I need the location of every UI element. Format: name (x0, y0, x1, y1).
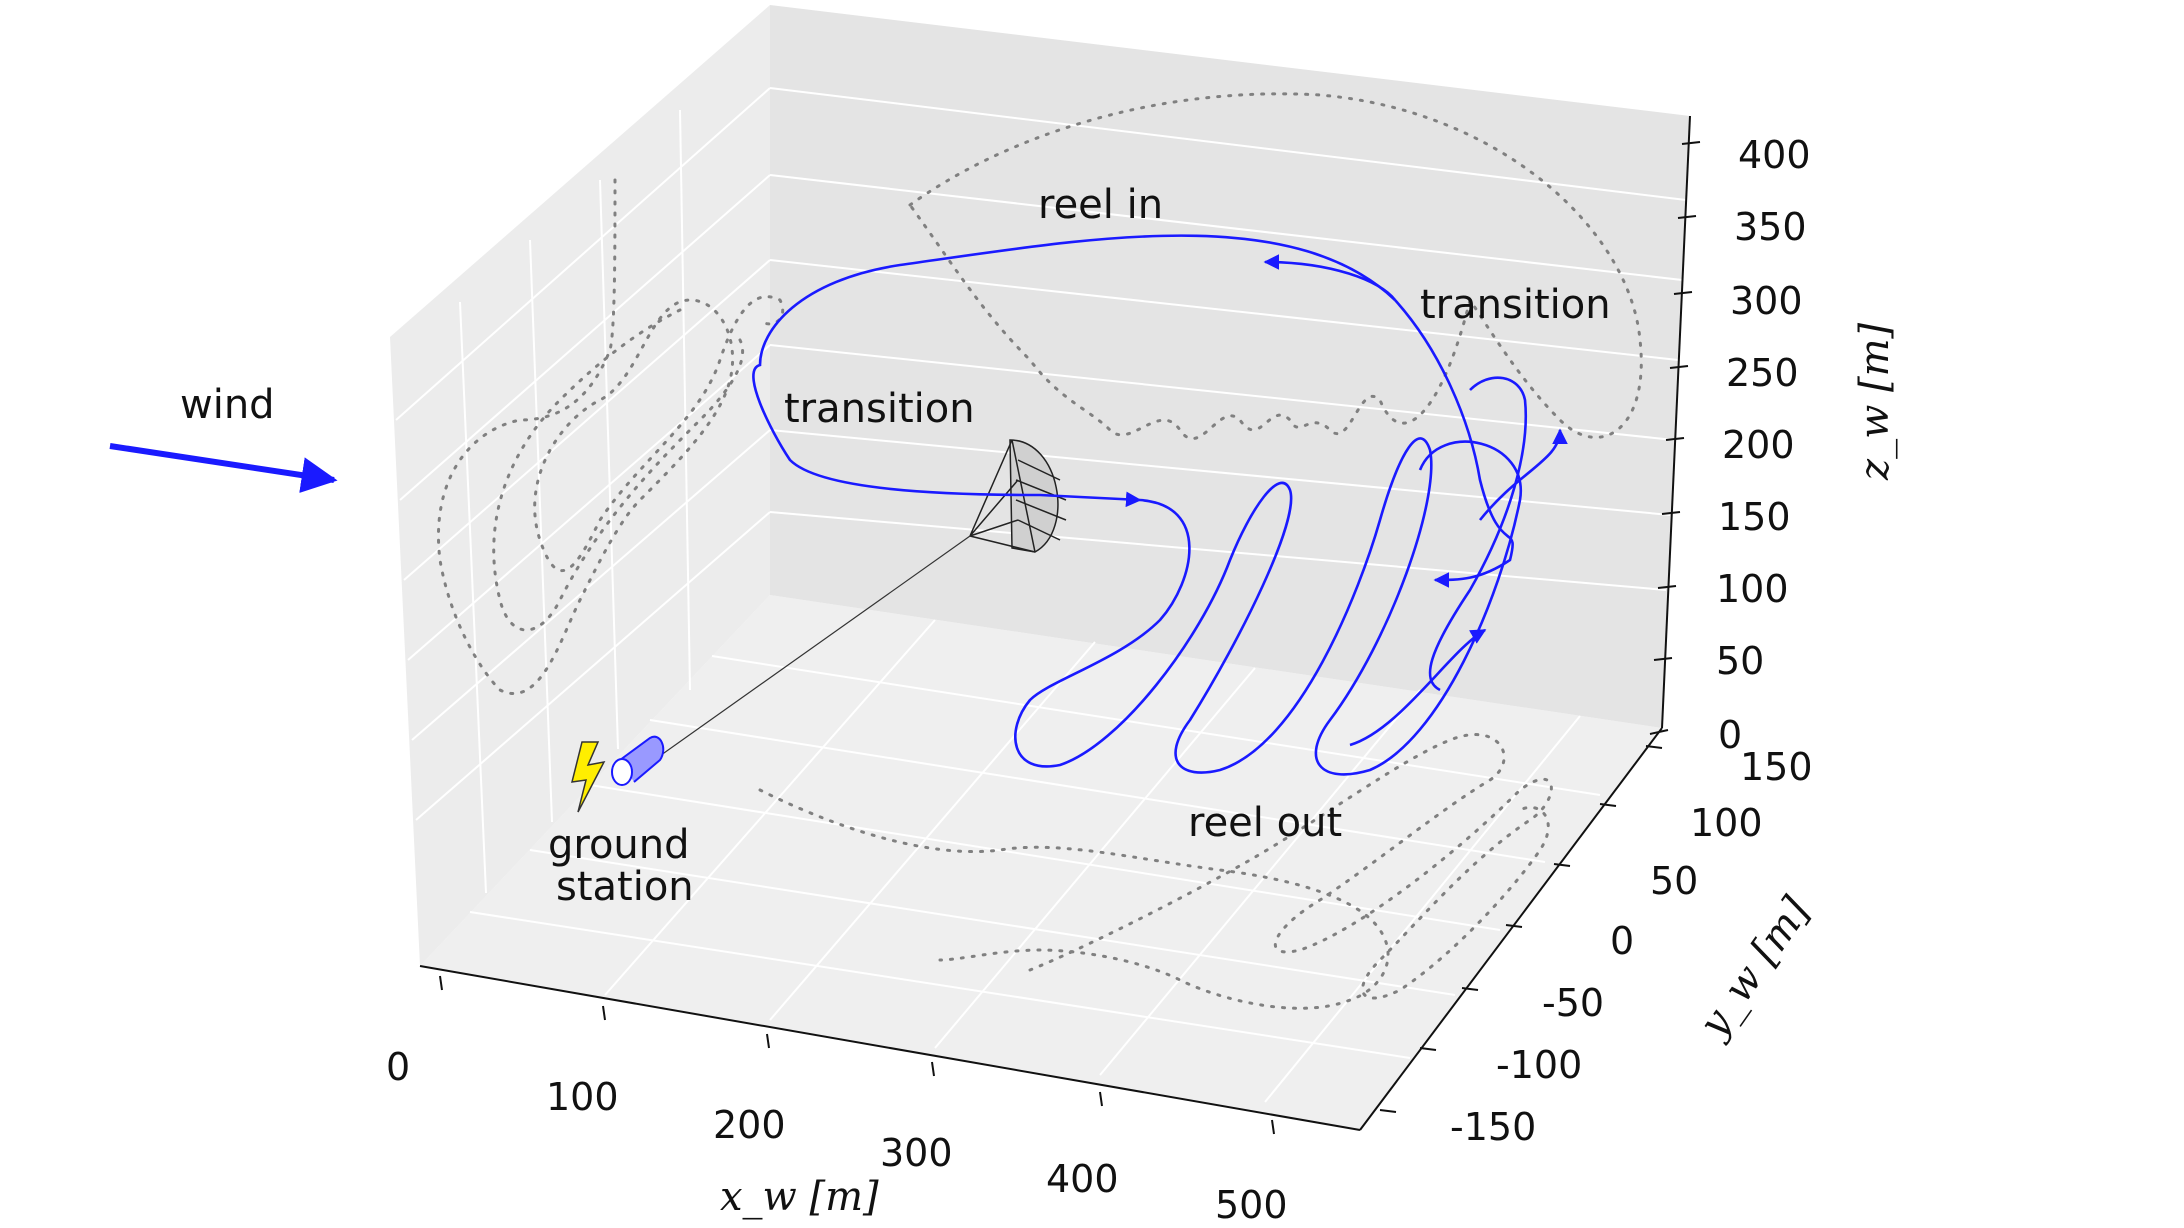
reel-in-path (1263, 254, 1397, 301)
floor-grid (469, 619, 1601, 1103)
left-pane (390, 5, 770, 966)
trajectory (752, 234, 1568, 776)
wind-arrow (109, 443, 338, 493)
transition-left-label: transition (784, 386, 975, 432)
reel-in-label: reel in (1038, 182, 1163, 228)
reel-out-outer-loop (1428, 376, 1527, 692)
x-tick-1: 100 (546, 1075, 619, 1119)
ground-station: ground station (548, 735, 694, 910)
y-axis-label: y_w [m] (1689, 889, 1819, 1047)
x-tick-5: 500 (1215, 1183, 1288, 1227)
z-tick-3: 150 (1718, 495, 1791, 539)
x-axis: 0 100 200 300 400 500 x_w [m] (386, 965, 1361, 1227)
z-tick-6: 300 (1730, 279, 1803, 323)
back-pane (770, 5, 1690, 728)
z-tick-8: 400 (1738, 133, 1811, 177)
wind-indicator: wind (109, 382, 338, 493)
z-tick-4: 200 (1722, 423, 1795, 467)
y-tick-2: -50 (1542, 981, 1604, 1025)
tether-line (639, 535, 971, 771)
back-wall-projection (907, 92, 1643, 440)
phase-labels: reel in transition transition reel out (784, 182, 1611, 846)
y-tick-1: -100 (1496, 1043, 1582, 1087)
left-wall-projection (437, 178, 784, 695)
x-tick-2: 200 (713, 1103, 786, 1147)
x-axis-line (419, 965, 1361, 1131)
axes-panes (390, 5, 1690, 1130)
z-tick-1: 50 (1716, 639, 1764, 683)
back-pane-grid (769, 87, 1687, 591)
drum-icon (611, 735, 665, 786)
lightning-icon (571, 741, 606, 813)
reel-out-label: reel out (1188, 800, 1342, 846)
y-tick-4: 50 (1650, 859, 1698, 903)
z-tick-0: 0 (1718, 713, 1742, 757)
y-axis-ticks (1379, 745, 1663, 1113)
z-axis: 0 50 100 150 200 250 300 350 400 z_w [m] (1649, 115, 1898, 757)
x-tick-4: 400 (1046, 1157, 1119, 1201)
reel-out-loop-final (1394, 299, 1514, 588)
z-axis-label: z_w [m] (1852, 322, 1898, 481)
x-tick-0: 0 (386, 1045, 410, 1089)
y-axis-line (1359, 727, 1663, 1131)
z-tick-7: 350 (1734, 205, 1807, 249)
wind-label: wind (180, 382, 275, 428)
transition-right-label: transition (1420, 282, 1611, 328)
y-tick-0: -150 (1450, 1105, 1536, 1149)
ground-station-label-1: ground (548, 822, 690, 868)
y-tick-5: 100 (1690, 801, 1763, 845)
transition-left-path (752, 234, 1396, 508)
reel-out-final-rise (1349, 628, 1487, 747)
left-wall-projection-2 (492, 308, 745, 632)
y-tick-3: 0 (1610, 919, 1634, 963)
left-pane-grid (395, 87, 771, 894)
floor-projection-loops (1028, 733, 1553, 1000)
x-axis-ticks (439, 975, 1275, 1135)
z-tick-2: 100 (1716, 567, 1789, 611)
x-axis-label: x_w [m] (720, 1174, 879, 1220)
z-tick-5: 250 (1726, 351, 1799, 395)
reel-out-arrow-1 (1478, 428, 1568, 521)
trajectory-projections (437, 92, 1643, 1010)
floor-projection (758, 788, 1390, 1010)
ground-station-label-2: station (556, 864, 694, 910)
x-tick-3: 300 (880, 1131, 953, 1175)
reel-out-path (1014, 437, 1523, 776)
z-axis-ticks (1649, 141, 1701, 735)
y-tick-6: 150 (1740, 745, 1813, 789)
